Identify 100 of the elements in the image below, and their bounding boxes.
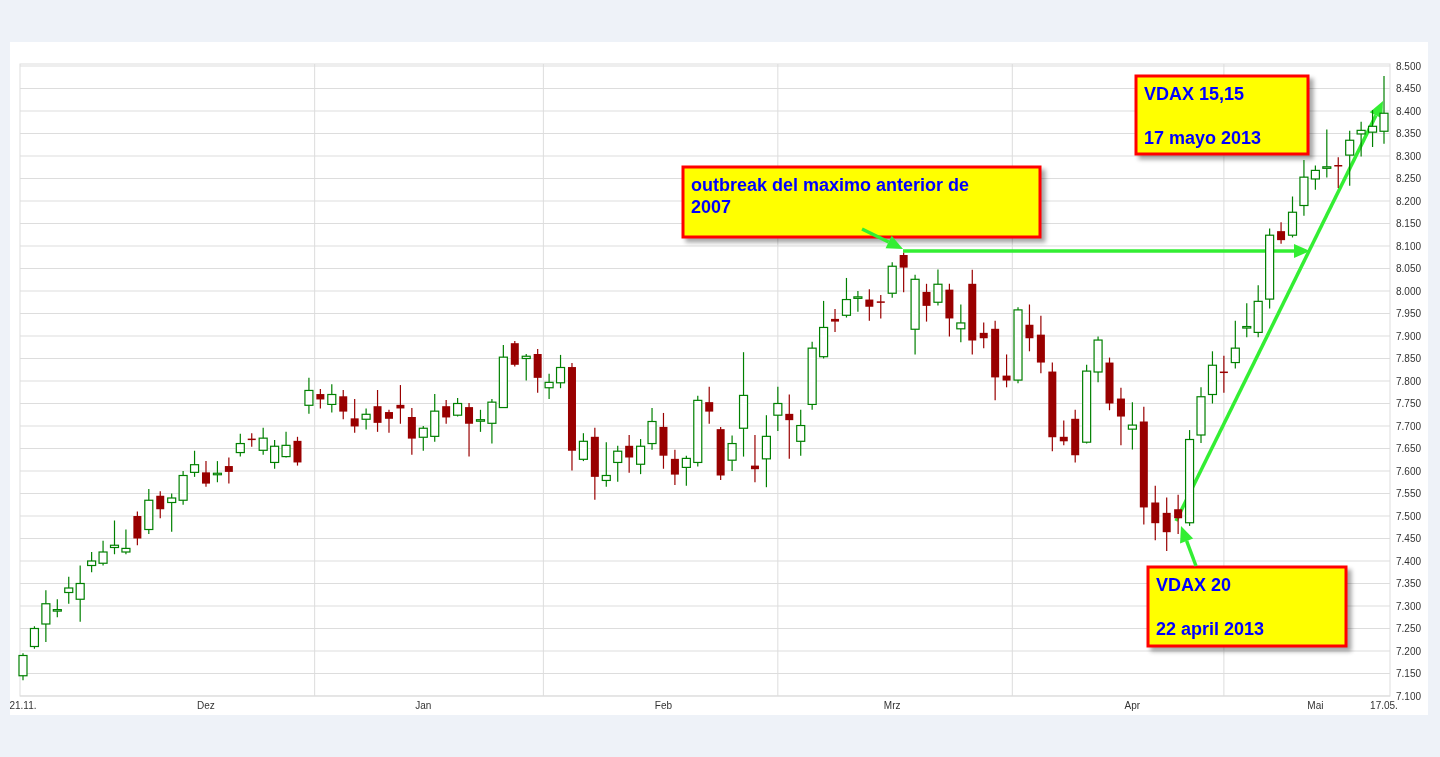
candlestick <box>293 436 302 467</box>
candlestick <box>109 519 120 555</box>
candlestick <box>1356 121 1366 158</box>
candlestick <box>270 439 280 470</box>
candlestick <box>442 399 451 425</box>
y-tick-label: 7.850 <box>1396 353 1422 364</box>
candlestick <box>876 294 885 320</box>
candlestick <box>555 354 566 389</box>
candlestick <box>1242 302 1252 338</box>
candlestick <box>601 441 611 488</box>
y-tick-label: 7.300 <box>1396 600 1422 612</box>
candlestick <box>133 510 142 546</box>
y-tick-label: 8.100 <box>1396 240 1422 252</box>
y-tick-label: 8.250 <box>1396 173 1422 184</box>
candlestick <box>521 353 531 382</box>
candlestick <box>670 449 679 486</box>
y-tick-label: 7.150 <box>1396 668 1422 679</box>
candlestick <box>1367 109 1378 148</box>
candlestick <box>1116 387 1125 446</box>
candlestick <box>465 402 474 458</box>
candlestick <box>327 383 337 414</box>
candlestick <box>350 398 359 434</box>
y-tick-label: 7.950 <box>1396 308 1422 319</box>
candlestick <box>647 407 657 451</box>
candlestick <box>1174 494 1183 535</box>
candlestick <box>1151 485 1160 541</box>
x-tick-label: Dez <box>197 700 215 711</box>
candlestick <box>487 398 497 445</box>
x-tick-label: Apr <box>1124 700 1141 711</box>
candlestick <box>475 409 486 433</box>
y-tick-label: 7.200 <box>1396 645 1422 657</box>
y-tick-label: 7.700 <box>1396 420 1422 432</box>
candlestick <box>384 409 393 434</box>
candlestick <box>304 377 314 415</box>
candlestick <box>339 389 348 420</box>
candlestick <box>922 283 931 323</box>
y-tick-label: 8.350 <box>1396 128 1422 139</box>
candlestick <box>189 450 200 478</box>
candlestick <box>773 386 783 432</box>
candlestick <box>64 576 74 605</box>
candlestick <box>1025 303 1034 352</box>
candlestick <box>75 564 85 623</box>
text: VDAX 15,15 17 mayo 2013 <box>1144 84 1262 148</box>
candlestick <box>258 427 268 456</box>
y-tick-label: 8.150 <box>1396 218 1422 229</box>
candlestick <box>613 445 623 483</box>
candlestick <box>761 414 771 488</box>
candlestick <box>373 389 382 433</box>
candlestick <box>636 438 646 475</box>
candlestick <box>853 290 863 313</box>
candlestick <box>705 386 714 425</box>
candlestick <box>899 252 908 293</box>
x-tick-label: 21.11. <box>9 700 37 711</box>
y-tick-label: 8.450 <box>1396 83 1422 94</box>
candlestick <box>1002 353 1011 388</box>
y-tick-label: 7.400 <box>1396 555 1422 567</box>
candlestick <box>785 393 794 460</box>
x-tick-label: Jan <box>415 700 432 711</box>
candlestick <box>453 397 463 418</box>
y-tick-label: 7.350 <box>1396 578 1422 589</box>
candlestick <box>224 456 233 485</box>
y-tick-label: 7.500 <box>1396 510 1422 522</box>
y-tick-label: 7.250 <box>1396 623 1422 634</box>
candlestick <box>933 268 943 306</box>
candlestick <box>1230 320 1240 369</box>
candlestick <box>1162 496 1171 552</box>
candlestick <box>1287 195 1298 239</box>
y-tick-label: 7.750 <box>1396 398 1422 409</box>
candlestick <box>201 460 210 488</box>
y-tick-label: 8.000 <box>1396 285 1422 297</box>
candlestick <box>681 455 691 487</box>
candlestick <box>796 409 806 457</box>
y-tick-label: 8.300 <box>1396 150 1422 162</box>
candlestick <box>1127 401 1137 450</box>
candlestick <box>418 425 428 452</box>
text: VDAX 20 22 april 2013 <box>1156 575 1265 639</box>
y-tick-label: 8.200 <box>1396 195 1422 207</box>
candlestick <box>841 277 852 319</box>
x-tick-label: Feb <box>654 700 673 711</box>
x-tick-label: Mai <box>1307 700 1324 711</box>
candlestick <box>510 340 519 368</box>
y-tick-label: 8.500 <box>1396 60 1422 72</box>
candlestick <box>831 308 840 333</box>
candlestick <box>1334 156 1343 189</box>
y-tick-label: 7.100 <box>1396 690 1422 702</box>
y-tick-label: 7.900 <box>1396 330 1422 342</box>
candlestick <box>167 492 177 533</box>
candlestick <box>865 288 874 322</box>
y-tick-label: 7.800 <box>1396 375 1422 387</box>
y-tick-label: 8.050 <box>1396 263 1422 274</box>
candlestick <box>979 321 988 349</box>
candlestick <box>41 589 51 643</box>
candlestick <box>956 303 966 343</box>
candlestick <box>156 490 165 519</box>
candlestick <box>316 388 325 410</box>
candlestick <box>98 540 108 567</box>
annotation: outbreak del maximo anterior de 2007 <box>691 175 970 217</box>
candlestick <box>727 434 737 472</box>
y-tick-label: 7.450 <box>1396 533 1422 544</box>
candlestick <box>1277 221 1286 245</box>
